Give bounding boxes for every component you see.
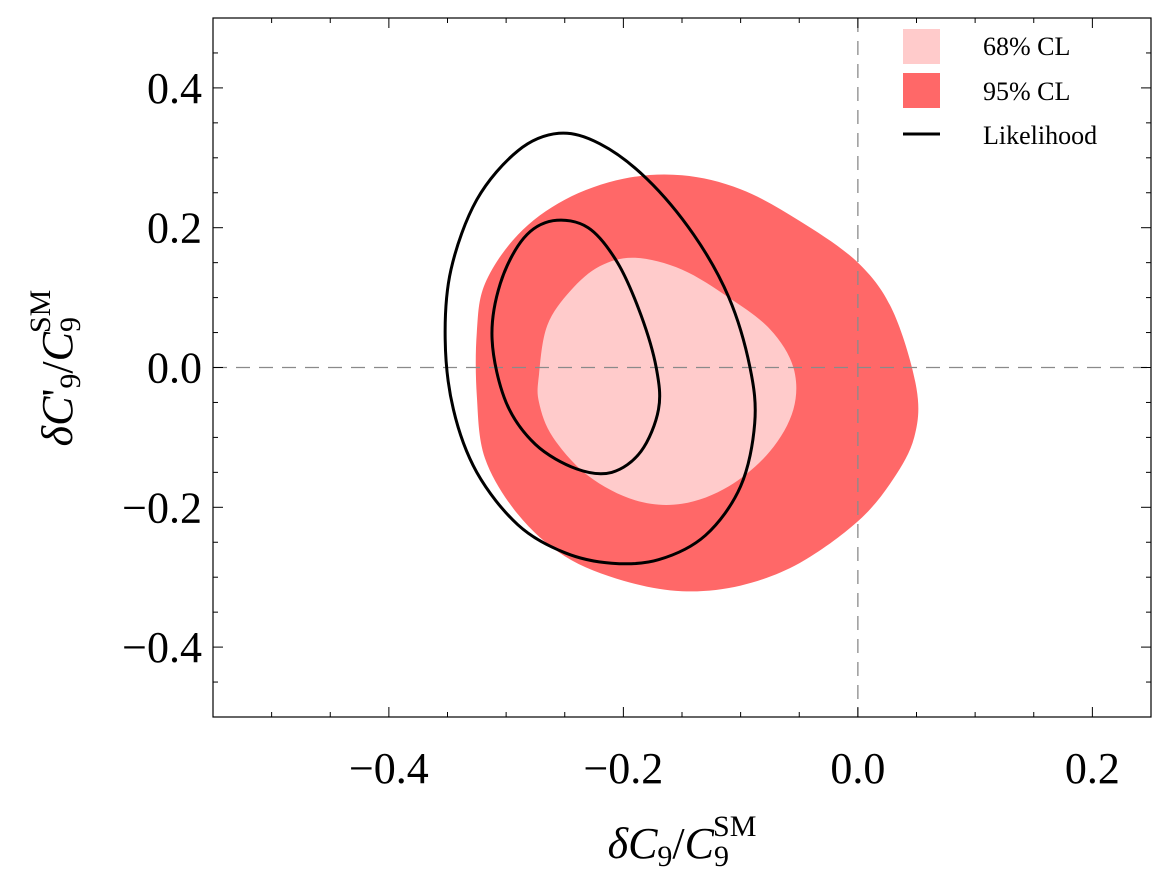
likelihood-inner-contour (490, 218, 662, 476)
legend-label-likelihood: Likelihood (983, 121, 1097, 150)
y-tick-label: 0.2 (147, 204, 202, 253)
x-axis-title: δC9/C9SM (608, 810, 757, 873)
x-axis-title-prefix: δ (608, 819, 630, 868)
y-axis-title-sup2: SM (24, 290, 57, 333)
y-axis-title-sub2: 9 (54, 317, 87, 332)
y-axis-title-prefix: δ (33, 424, 82, 446)
y-axis-title-main: C (33, 396, 82, 426)
x-axis-title-sub: 9 (657, 840, 672, 873)
y-tick-label: 0.0 (147, 344, 202, 393)
y-tick-label: −0.4 (122, 623, 202, 672)
regions-layer (475, 174, 919, 592)
legend-label-95-cl: 95% CL (983, 77, 1070, 106)
y-axis-title-prime: ' (33, 389, 82, 397)
likelihood-outer-contour (443, 131, 757, 566)
x-axis-title-sup2: SM (713, 810, 756, 843)
x-tick-label: −0.4 (349, 744, 429, 793)
legend-swatch-68-cl (903, 29, 940, 64)
y-axis-title-main2: C (33, 331, 82, 361)
y-axis-title: δC'9/C9SM (24, 290, 87, 447)
x-axis-title-main2: C (685, 819, 715, 868)
legend: 68% CL 95% CL Likelihood (903, 29, 1097, 150)
x-tick-label: −0.2 (583, 744, 663, 793)
y-tick-label: −0.2 (122, 483, 202, 532)
legend-swatch-95-cl (903, 73, 940, 108)
y-tick-label: 0.4 (147, 64, 202, 113)
region-68-cl (537, 257, 797, 505)
x-tick-label: 0.0 (830, 744, 885, 793)
x-axis-title-sep: / (672, 819, 685, 868)
reference-lines-layer (213, 18, 1151, 717)
x-tick-label: 0.2 (1065, 744, 1120, 793)
x-axis-title-sub2: 9 (714, 840, 729, 873)
ticks-layer (212, 17, 1152, 718)
contours-layer (443, 131, 757, 566)
y-axis-title-sub: 9 (54, 374, 87, 389)
legend-label-68-cl: 68% CL (983, 32, 1070, 61)
y-axis-title-sep: / (33, 361, 82, 374)
x-axis-title-main: C (628, 819, 658, 868)
